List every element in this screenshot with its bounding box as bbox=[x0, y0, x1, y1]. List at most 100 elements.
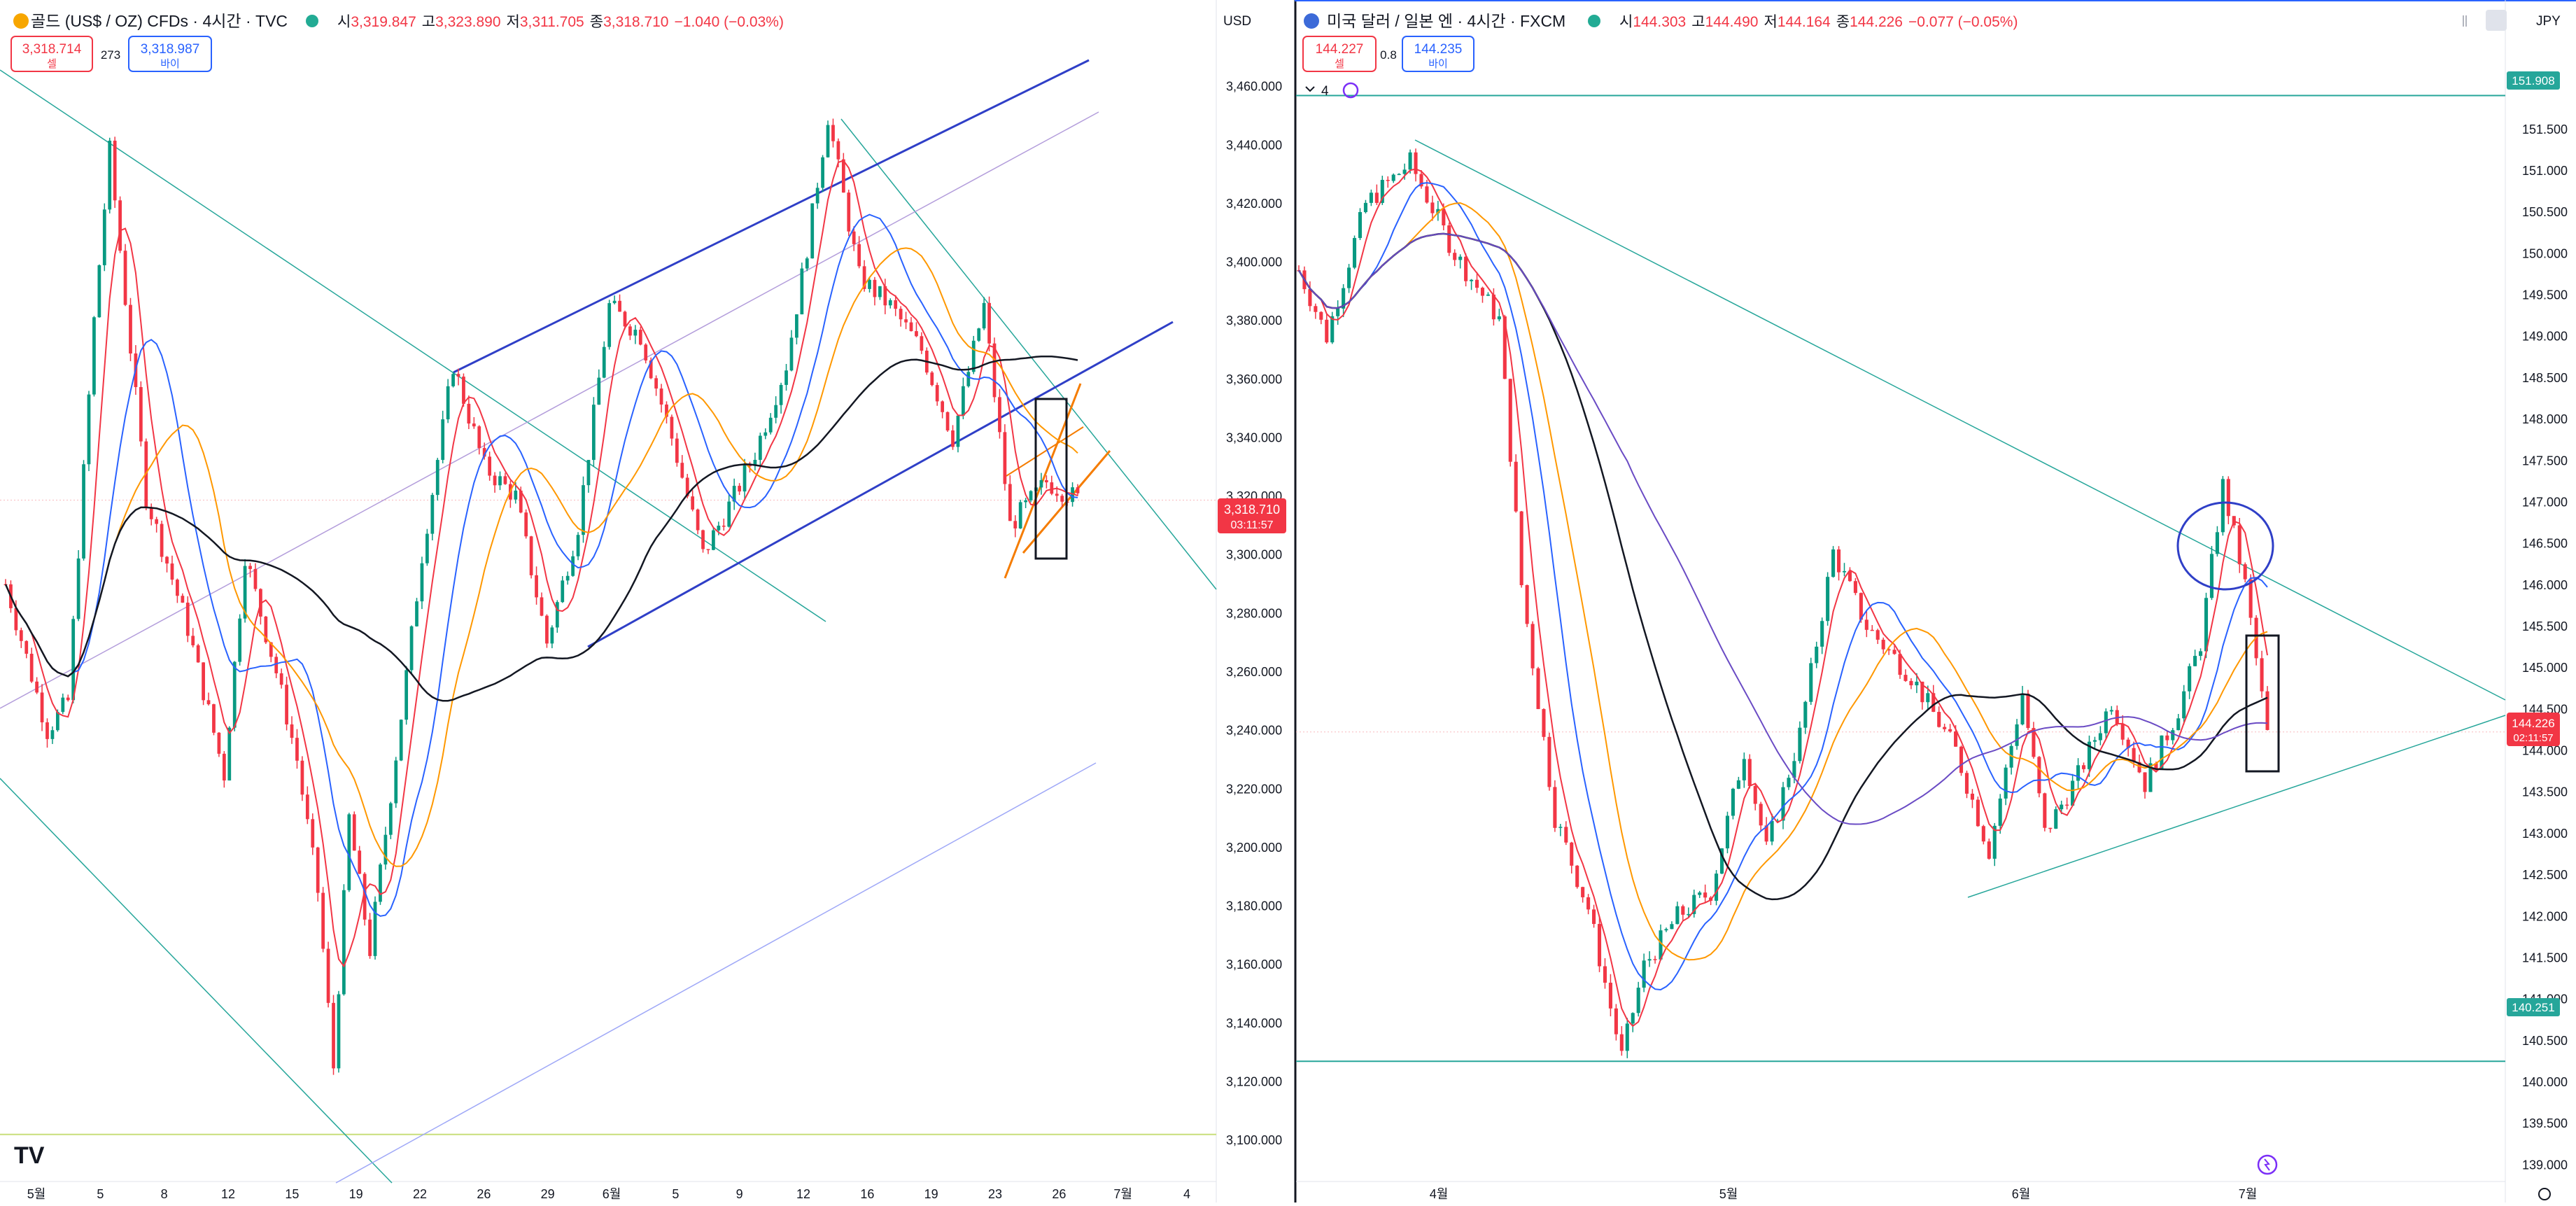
gold-time-axis[interactable]: 5월 5 8 12 15 19 22 26 29 6월 5 9 12 16 19 23 26 7월 4 bbox=[27, 1187, 1190, 1201]
candle-body bbox=[768, 417, 773, 433]
candle-body bbox=[300, 760, 304, 795]
candle-body bbox=[1447, 225, 1451, 253]
time-tick-label: 26 bbox=[1052, 1187, 1066, 1201]
sell-button[interactable]: 144.227 셀 bbox=[1302, 36, 1377, 72]
candle-body bbox=[779, 384, 783, 405]
candle-body bbox=[2060, 804, 2064, 810]
candle-body bbox=[1926, 693, 1930, 703]
price-tick-label: 147.500 bbox=[2522, 454, 2568, 468]
candle-body bbox=[238, 618, 242, 662]
tradingview-logo[interactable]: TV bbox=[14, 1142, 45, 1169]
candle-body bbox=[1937, 712, 1941, 727]
candle-body bbox=[1486, 294, 1490, 296]
candle-body bbox=[623, 311, 627, 327]
candle-body bbox=[2109, 710, 2113, 712]
open-value: 3,319.847 bbox=[351, 14, 416, 30]
candle-body bbox=[2160, 735, 2164, 770]
candle-body bbox=[1458, 256, 1463, 260]
candle-body bbox=[212, 704, 216, 733]
candle-body bbox=[1397, 174, 1401, 176]
candle-body bbox=[1903, 675, 1908, 681]
candle-body bbox=[1753, 785, 1757, 804]
candle-body bbox=[1803, 701, 1808, 728]
usdjpy-price-axis[interactable]: 151.500 151.000 150.500 150.000 149.500 149.0… bbox=[2522, 122, 2568, 1172]
sell-button[interactable]: 3,318.714 셀 bbox=[10, 36, 93, 72]
buy-price: 3,318.987 bbox=[141, 42, 200, 57]
candle-body bbox=[1998, 798, 2002, 826]
candle-body bbox=[1619, 1034, 1624, 1051]
candle-body bbox=[97, 265, 101, 318]
candle-body bbox=[2132, 748, 2136, 762]
candle-body bbox=[1653, 959, 1657, 960]
drag-handle-icon[interactable] bbox=[2463, 15, 2467, 27]
candle-body bbox=[1347, 267, 1351, 288]
candle-body bbox=[493, 475, 497, 486]
price-tick-label: 143.500 bbox=[2522, 785, 2568, 799]
indicators-toggle[interactable]: 4 bbox=[1305, 82, 1359, 99]
candle-body bbox=[732, 486, 736, 502]
candle-body bbox=[409, 626, 414, 671]
candle-body bbox=[1430, 202, 1435, 213]
time-tick-label: 6월 bbox=[603, 1187, 621, 1201]
candle-body bbox=[1408, 152, 1412, 170]
candle-body bbox=[1642, 960, 1646, 988]
candle-body bbox=[930, 372, 934, 386]
highlight-circle bbox=[2176, 501, 2274, 591]
candle-body bbox=[467, 403, 471, 424]
candle-body bbox=[1055, 493, 1059, 496]
candle-body bbox=[607, 303, 612, 347]
candle-body bbox=[628, 326, 632, 336]
currency-label[interactable]: USD bbox=[1223, 14, 1251, 29]
candle-body bbox=[852, 231, 856, 244]
candle-body bbox=[1759, 804, 1763, 826]
candle-body bbox=[2215, 532, 2219, 554]
buy-button[interactable]: 3,318.987 바이 bbox=[128, 36, 212, 72]
settings-gear-icon[interactable] bbox=[2538, 1188, 2551, 1200]
candle-body bbox=[482, 448, 486, 457]
gold-title[interactable]: 골드 (US$ / OZ) CFDs · 4시간 · TVC bbox=[31, 12, 288, 30]
usdjpy-time-axis[interactable]: 4월 5월 6월 7월 bbox=[1430, 1187, 2258, 1201]
high-label: 고 bbox=[422, 14, 435, 30]
moving-average-line bbox=[4, 355, 1078, 702]
pane-menu-icon[interactable] bbox=[2486, 10, 2507, 31]
time-tick-label: 23 bbox=[988, 1187, 1002, 1201]
candle-body bbox=[571, 556, 575, 576]
candle-body bbox=[206, 700, 211, 705]
usdjpy-chart-plot[interactable] bbox=[1296, 94, 2506, 1063]
candle-body bbox=[2137, 762, 2141, 773]
gold-chart-plot[interactable] bbox=[0, 59, 1217, 1184]
gold-symbol-icon bbox=[13, 13, 29, 29]
candle-body bbox=[2004, 767, 2008, 799]
candle-body bbox=[1681, 906, 1685, 915]
currency-label[interactable]: JPY bbox=[2536, 14, 2561, 29]
time-tick-label: 29 bbox=[541, 1187, 555, 1201]
candle-body bbox=[2071, 780, 2075, 806]
time-tick-label: 7월 bbox=[2239, 1187, 2258, 1201]
usdjpy-last-price: 144.226 bbox=[2512, 717, 2554, 730]
usdjpy-title[interactable]: 미국 달러 / 일본 엔 · 4시간 · FXCM bbox=[1327, 12, 1565, 30]
candle-body bbox=[945, 412, 950, 430]
buy-button[interactable]: 144.235 바이 bbox=[1402, 36, 1474, 72]
time-tick-label: 5 bbox=[97, 1187, 104, 1201]
candle-body bbox=[2120, 724, 2125, 740]
replay-icon[interactable] bbox=[2257, 1154, 2278, 1175]
candle-body bbox=[935, 385, 939, 402]
candle-body bbox=[1670, 924, 1674, 930]
candle-body bbox=[1575, 865, 1579, 888]
price-tick-label: 3,220.000 bbox=[1226, 782, 1282, 796]
gold-price-axis[interactable]: 3,460.000 3,440.000 3,420.000 3,400.000 3,38… bbox=[1226, 80, 1282, 1147]
candle-body bbox=[316, 847, 320, 893]
level-high-value: 151.908 bbox=[2512, 74, 2554, 87]
candle-body bbox=[514, 490, 518, 500]
change-value: −0.077 (−0.05%) bbox=[1908, 14, 2018, 30]
candle-body bbox=[1470, 279, 1474, 281]
candle-body bbox=[1647, 959, 1652, 961]
candle-body bbox=[347, 814, 351, 890]
candle-body bbox=[35, 681, 39, 693]
candle-body bbox=[441, 419, 445, 461]
channel-top-line bbox=[453, 59, 1090, 374]
candle-body bbox=[102, 209, 106, 265]
candle-body bbox=[1502, 316, 1507, 379]
high-value: 144.490 bbox=[1705, 14, 1759, 30]
